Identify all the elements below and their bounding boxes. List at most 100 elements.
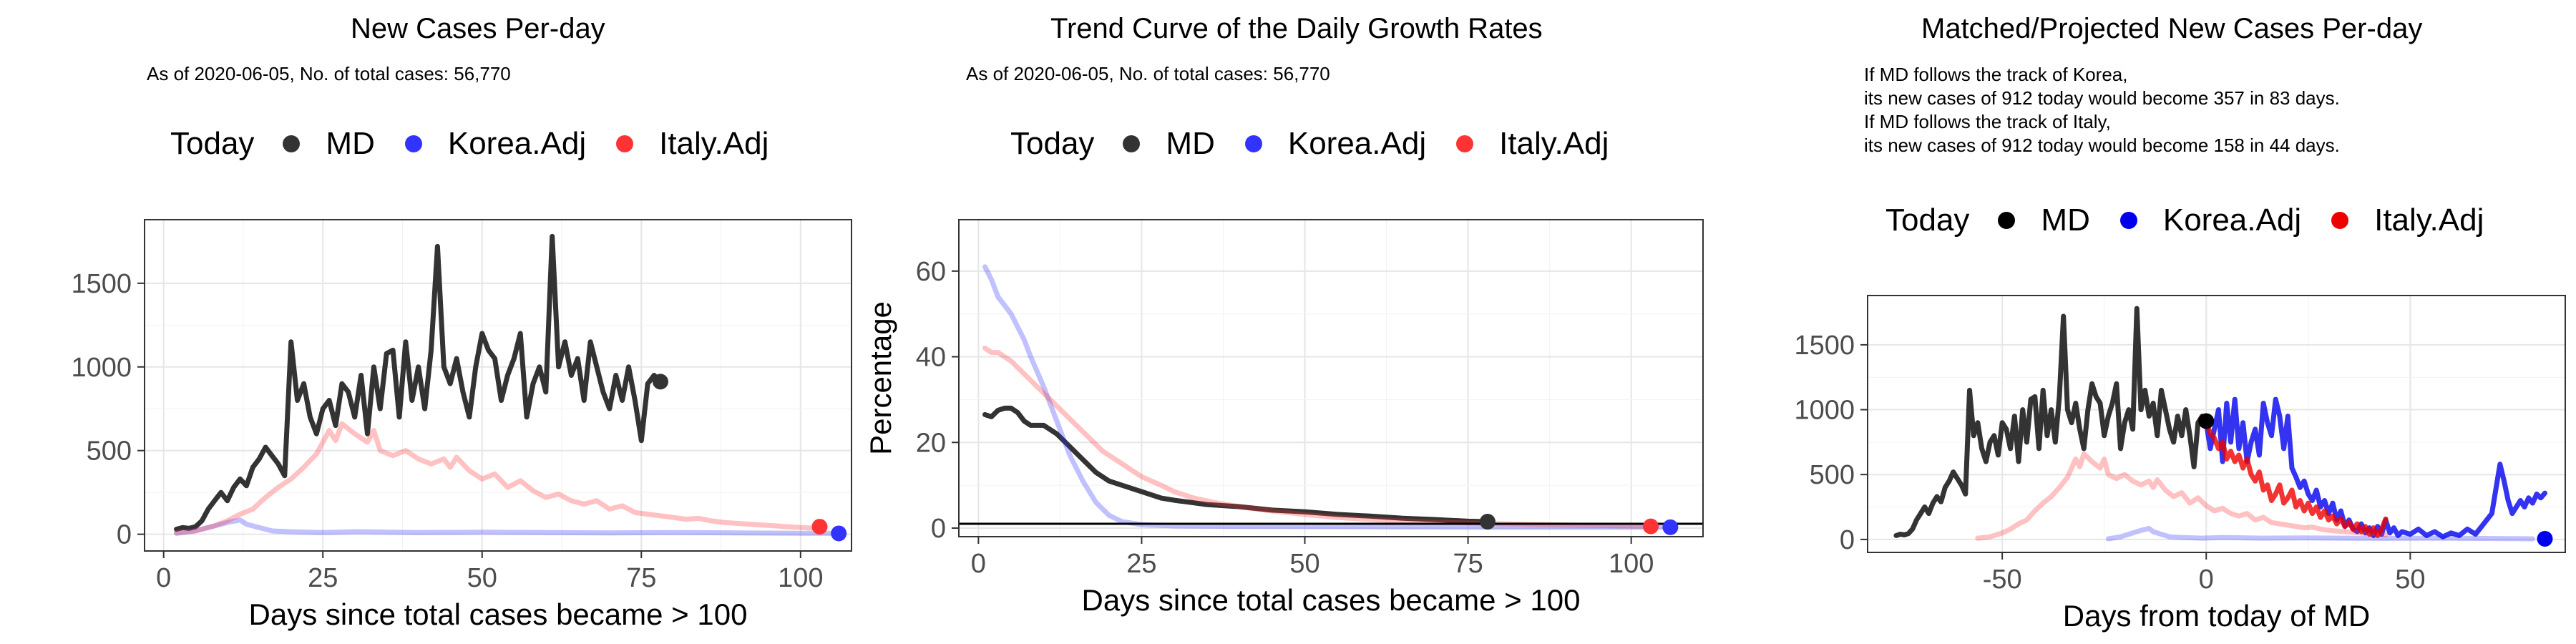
y-tick-label: 500 [87,436,132,467]
legend-label-italy: Italy.Adj [2374,203,2484,238]
chart-title: Matched/Projected New Cases Per-day [1921,13,2423,44]
chart-plot-2: 0 25 50 75 100 0 20 40 60 Days since total cases … [864,219,1704,617]
x-tick-label: 100 [778,563,823,593]
legend-dot-md [283,135,301,152]
plot-border [958,219,1704,537]
legend-dot-korea [1244,135,1262,152]
legend-item-italy: Italy.Adj [2331,203,2484,238]
series-group [982,264,1673,530]
plot-border [144,219,852,552]
legend-label-korea: Korea.Adj [2162,203,2302,238]
x-axis-label: Days since total cases became > 100 [1082,583,1581,617]
y-tick-label: 0 [117,520,132,550]
legend-dot-md [1998,212,2016,229]
series-line-md [1893,306,2209,538]
chart-title: New Cases Per-day [351,13,605,44]
chart-legend: Today MD Korea.Adj Italy.Adj [1010,126,1639,162]
series-line-italy-adj [982,346,1654,530]
chart-panel-3: Matched/Projected New Cases Per-day If M… [1717,0,2576,644]
legend-dot-korea [404,135,422,152]
legend-label-korea: Korea.Adj [447,126,587,161]
projection-note: If MD follows the track of Korea, its ne… [1864,63,2340,157]
x-tick-label: 50 [2395,565,2425,595]
projection-note-line: If MD follows the track of Italy, [1864,111,2111,132]
series-line-korea-adj [2105,526,2535,542]
legend-label-italy: Italy.Adj [1499,126,1609,161]
legend-label-md: MD [326,126,375,161]
series-line-md [982,405,1491,525]
plot-border [1867,295,2566,553]
chart-legend: Today MD Korea.Adj Italy.Adj [1885,203,2514,238]
series-line-italy-adj [1975,451,2389,541]
y-tick-label: 500 [1810,460,1855,490]
y-tick-label: 1500 [71,269,132,299]
chart-title: Trend Curve of the Daily Growth Rates [1050,13,1543,44]
chart-legend: Today MD Korea.Adj Italy.Adj [170,126,799,162]
series-group [174,233,841,536]
x-tick-label: 0 [2199,565,2214,595]
chart-subtitle: As of 2020-06-05, No. of total cases: 56… [147,63,511,84]
today-marker-korea-adj [1662,519,1679,535]
y-tick-label: 1500 [1794,331,1855,361]
legend-dot-italy [1456,135,1474,152]
x-tick-label: 25 [1126,549,1156,579]
legend-item-italy: Italy.Adj [1456,126,1609,162]
x-tick-label: 100 [1609,549,1654,579]
x-tick-label: 50 [467,563,497,593]
legend-label-md: MD [1166,126,1215,161]
y-tick-label: 60 [916,257,946,287]
x-axis-label: Days since total cases became > 100 [249,597,748,631]
projection-note-line: If MD follows the track of Korea, [1864,64,2128,85]
series-line-korea-adj [174,517,841,536]
y-tick-label: 0 [1840,525,1855,555]
x-tick-label: -50 [1983,565,2022,595]
today-marker-md [652,374,668,390]
y-axis-label: Percentage [864,301,897,455]
today-marker-italy-adj [811,519,828,535]
x-axis-label: Days from today of MD [2063,599,2370,633]
x-tick-label: 50 [1289,549,1319,579]
x-tick-label: 0 [971,549,986,579]
gridlines [959,220,1703,537]
series-line-italy-adj [174,421,822,535]
chart-panel-2: Trend Curve of the Daily Growth Rates As… [859,0,1717,644]
chart-subtitle: As of 2020-06-05, No. of total cases: 56… [966,63,1330,84]
y-tick-label: 20 [916,428,946,458]
x-tick-label: 0 [156,563,171,593]
series-group [1893,306,2547,542]
legend-item-korea: Korea.Adj [1244,126,1427,162]
legend-item-md: MD [1998,203,2090,238]
legend-title: Today [1010,126,1095,161]
legend-dot-md [1123,135,1141,152]
legend-item-md: MD [1123,126,1215,162]
y-tick-label: 1000 [71,353,132,383]
legend-dot-italy [616,135,634,152]
series-line-korea-adj [982,264,1673,530]
legend-label-md: MD [2041,203,2090,238]
today-marker-md [2198,413,2215,429]
today-marker-korea-adj [831,525,847,542]
series-line-md [174,233,663,532]
y-tick-label: 40 [916,343,946,373]
today-marker-md [1479,514,1496,530]
y-tick-label: 1000 [1794,396,1855,426]
projection-note-line: its new cases of 912 today would become … [1864,135,2340,156]
x-tick-label: 75 [626,563,656,593]
legend-title: Today [170,126,255,161]
legend-item-korea: Korea.Adj [404,126,587,162]
legend-dot-italy [2331,212,2349,229]
legend-dot-korea [2119,212,2137,229]
legend-item-korea: Korea.Adj [2119,203,2302,238]
today-marker-italy-adj [1643,518,1659,535]
series-line-italy-adj [2203,420,2389,538]
x-tick-label: 25 [308,563,338,593]
y-tick-label: 0 [931,514,946,544]
chart-panel-1: New Cases Per-day As of 2020-06-05, No. … [0,0,859,644]
today-marker-korea-adj [2537,530,2553,547]
projection-note-line: its new cases of 912 today would become … [1864,87,2340,109]
legend-label-italy: Italy.Adj [659,126,769,161]
legend-label-korea: Korea.Adj [1287,126,1427,161]
legend-title: Today [1885,203,1970,238]
